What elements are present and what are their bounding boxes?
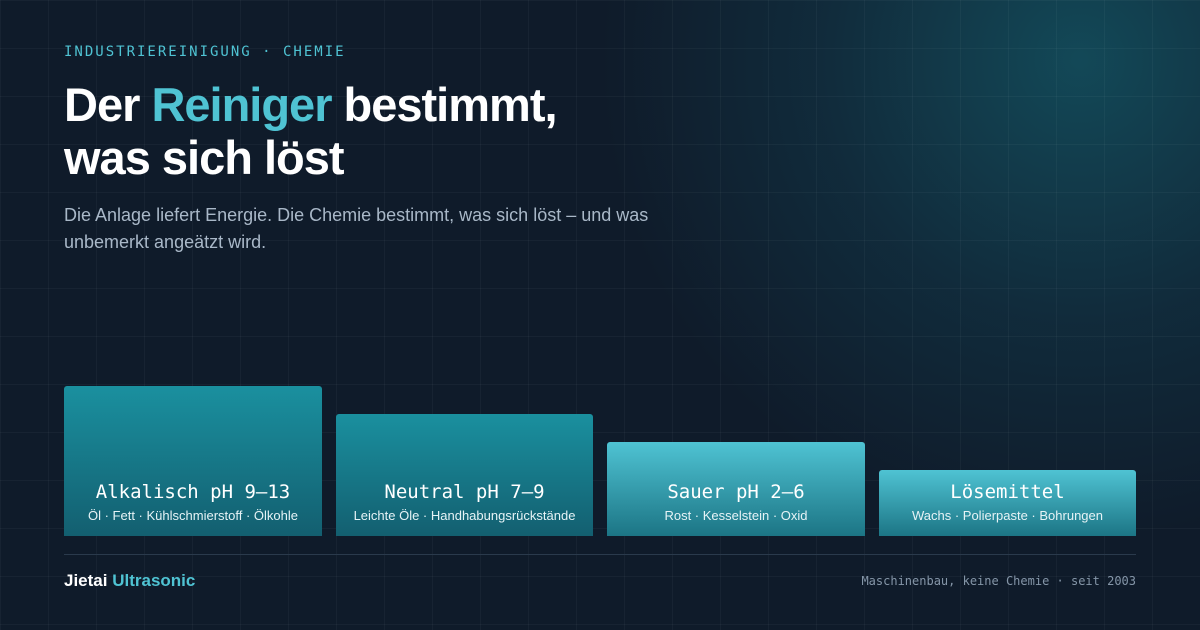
brand-name: Jietai	[64, 571, 108, 590]
card-text: Wachs · Polierpaste · Bohrungen	[911, 508, 1103, 523]
card-title: Alkalisch pH 9–13	[95, 481, 291, 503]
headline-line2: was sich löst	[64, 131, 345, 184]
headline-start: Der	[64, 78, 140, 131]
card-text: Leichte Öle · Handhabungsrückstände	[353, 508, 576, 523]
eyebrow: INDUSTRIEREINIGUNG · CHEMIE	[64, 44, 346, 60]
card: Neutral pH 7–9 Leichte Öle · Handhabungs…	[336, 414, 593, 536]
card: Sauer pH 2–6 Rost · Kesselstein · Oxid	[607, 442, 865, 536]
brand-highlight: Ultrasonic	[112, 571, 196, 590]
headline-highlight: Reiniger	[151, 78, 332, 131]
card: Alkalisch pH 9–13 Öl · Fett · Kühlschmie…	[64, 386, 322, 536]
card-text: Rost · Kesselstein · Oxid	[664, 508, 808, 523]
card: Lösemittel Wachs · Polierpaste · Bohrung…	[879, 470, 1136, 536]
headline: Der Reiniger bestimmt, was sich löst	[64, 78, 558, 184]
subtitle: Die Anlage liefert Energie. Die Chemie b…	[64, 205, 649, 252]
divider	[64, 554, 1136, 555]
headline-end: bestimmt,	[343, 78, 558, 131]
card-text: Öl · Fett · Kühlschmierstoff · Ölkohle	[88, 508, 298, 523]
tagline: Maschinenbau, keine Chemie · seit 2003	[861, 574, 1136, 588]
card-title: Lösemittel	[950, 481, 1065, 503]
card-title: Sauer pH 2–6	[667, 481, 805, 503]
brand: Jietai Ultrasonic	[64, 571, 195, 591]
card-title: Neutral pH 7–9	[384, 481, 545, 503]
